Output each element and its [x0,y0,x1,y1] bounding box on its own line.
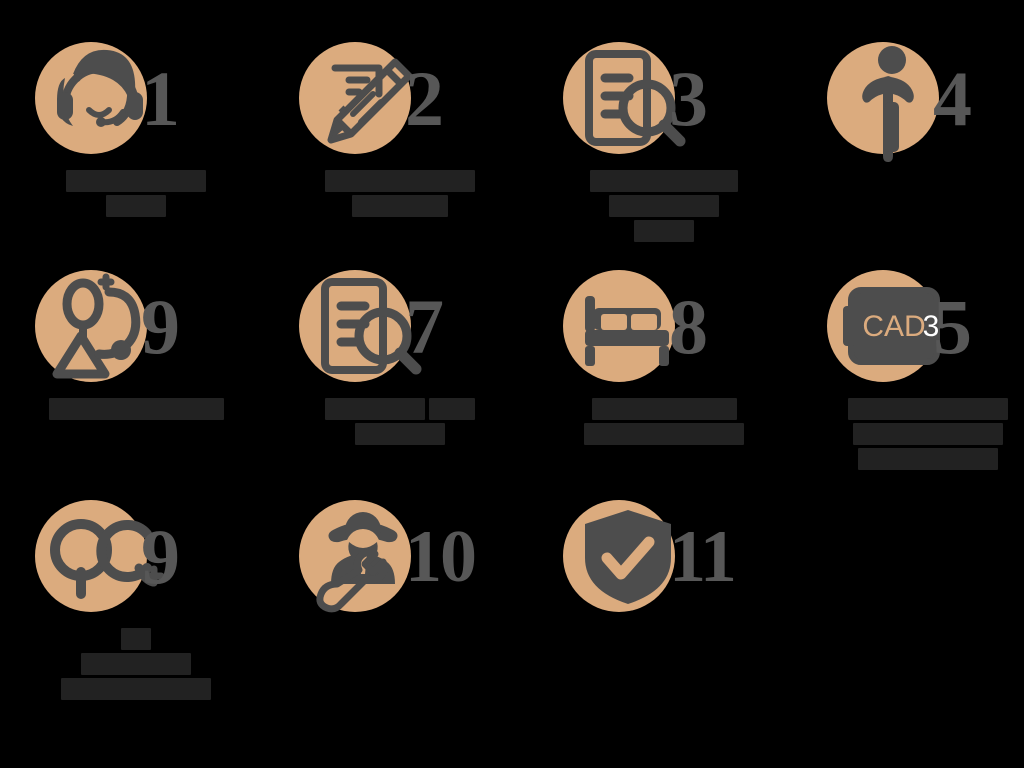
redaction-bar [853,423,1003,445]
redaction-bar [106,195,166,217]
redaction-bar [858,448,998,470]
redacted-label-line [584,423,744,445]
redacted-label-line [48,398,224,420]
redaction-bar [591,398,737,420]
redacted-label-line [634,220,694,242]
redaction-bar [352,195,448,217]
grid-item-11[interactable]: 11 [536,492,792,622]
redaction-bar [429,398,475,420]
step-number: 8 [669,283,708,370]
step-number: 10 [405,516,477,598]
redacted-label-line [121,628,151,650]
icon-badge: 8 [549,262,779,392]
grid-item-10[interactable]: 10 [272,492,528,622]
grid-item-9[interactable]: 9 [8,262,264,420]
svg-text:3: 3 [923,310,940,343]
redacted-label-line [853,423,1003,445]
icon-badge: 2 [285,34,515,164]
icon-badge: CAD 3 5 [813,262,1024,392]
grid-item-8[interactable]: 8 [536,262,792,445]
shield-check-icon [563,492,693,622]
redaction-bar [66,170,206,192]
redacted-label-line [106,195,166,217]
document-magnifier-icon [563,34,693,164]
step-number: 9 [141,283,180,370]
grid-item-5[interactable]: CAD 3 5 [800,262,1024,470]
redacted-label [800,398,1024,470]
redacted-label-line [81,653,191,675]
redaction-bar [48,398,224,420]
redacted-label [536,398,792,445]
redacted-label-line [591,398,737,420]
headset-agent-icon [35,34,165,164]
grid-item-1[interactable]: 1 [8,34,264,217]
redacted-label [272,170,528,217]
step-number: 2 [405,55,444,142]
worker-wrench-icon [299,492,429,622]
redaction-bar [121,628,151,650]
grid-item-3[interactable]: 3 [536,34,792,242]
icon-badge: 7 [285,262,515,392]
redaction-bar [61,678,211,700]
redacted-label-line [352,195,448,217]
redacted-label-line [848,398,1008,420]
redacted-label-line [325,398,475,420]
grid-item-4[interactable]: 4 [800,34,1024,164]
icon-badge: 10 [285,492,515,622]
pencil-drawing-icon [299,34,429,164]
redacted-label-line [66,170,206,192]
redacted-label-line [325,170,475,192]
redaction-bar [325,170,475,192]
redacted-label [8,170,264,217]
icon-badge: 4 [813,34,1024,164]
step-number: 3 [669,55,708,142]
redaction-bar [848,398,1008,420]
icon-badge: 3 [549,34,779,164]
redacted-label-line [61,678,211,700]
shapes-inspection-icon [35,262,165,392]
step-number: 4 [933,55,972,142]
icon-badge: 1 [21,34,251,164]
icon-badge: 9 [21,262,251,392]
bed-furniture-icon [563,262,693,392]
mannequin-figure-icon [827,34,957,164]
redaction-bar [590,170,738,192]
redacted-label [272,398,528,445]
redaction-bar [609,195,719,217]
redacted-label [8,398,264,420]
redaction-bar [81,653,191,675]
icon-badge: 9 [21,492,251,622]
redaction-bar [355,423,445,445]
redaction-bar [325,398,425,420]
step-number: 7 [405,283,444,370]
step-number: 11 [669,516,737,598]
grid-item-7[interactable]: 7 [272,262,528,445]
icon-badge: 11 [549,492,779,622]
step-number: 1 [141,55,180,142]
grid-item-2[interactable]: 2 [272,34,528,217]
step-number: 9 [141,513,180,600]
redacted-label-line [858,448,998,470]
redacted-label-line [609,195,719,217]
redaction-bar [634,220,694,242]
step-number: 5 [933,283,972,370]
cad3-tag-icon: CAD 3 [827,262,957,392]
redacted-label-line [590,170,738,192]
grid-item-9[interactable]: 9 [8,492,264,700]
redaction-bar [584,423,744,445]
document-magnifier-icon [299,262,429,392]
redacted-label [536,170,792,242]
qc-magnifier-icon [35,492,165,622]
svg-text:CAD: CAD [862,310,925,343]
redacted-label-line [355,423,445,445]
redacted-label [8,628,264,700]
